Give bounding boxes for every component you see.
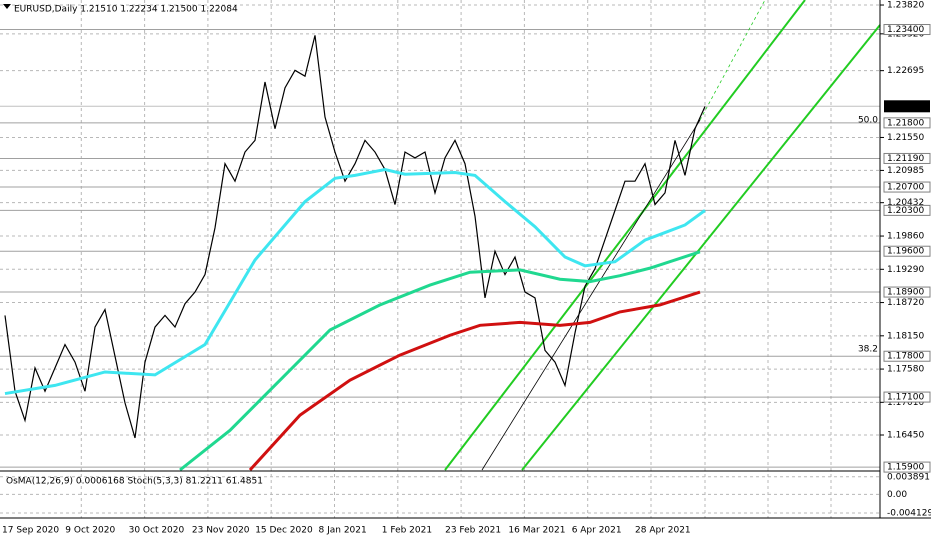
level-label-box (883, 350, 931, 362)
osc-tick-label: 0.003891 (887, 472, 930, 482)
x-tick-label: 15 Dec 2020 (255, 526, 313, 536)
x-tick-label: 23 Nov 2020 (192, 526, 250, 536)
y-tick-label: 1.22695 (887, 66, 924, 76)
level-label: 1.20700 (887, 183, 924, 193)
y-tick-label: 1.17580 (887, 365, 924, 375)
x-tick-label: 1 Feb 2021 (382, 526, 432, 536)
moving-average (4, 168, 706, 396)
y-tick-label: 1.18720 (887, 298, 924, 308)
chart-title: EURUSD,Daily 1.21510 1.22234 1.21500 1.2… (14, 5, 238, 15)
level-label-box (883, 204, 931, 216)
title-arrow (3, 4, 11, 9)
y-tick-label: 1.19860 (887, 232, 924, 242)
level-label: 1.23400 (887, 25, 924, 35)
level-label-box (883, 391, 931, 403)
level-label-box (883, 181, 931, 193)
y-tick-label: 1.17010 (887, 398, 924, 408)
y-tick-label: 1.19290 (887, 265, 924, 275)
y-tick-label: 1.16450 (887, 430, 924, 440)
level-label: 1.18900 (887, 288, 924, 298)
x-tick-label: 16 Mar 2021 (508, 526, 565, 536)
level-label-box (883, 245, 931, 257)
x-tick-label: 23 Feb 2021 (445, 526, 501, 536)
current-price-label: 1.22084 (887, 102, 924, 112)
level-label-box (883, 286, 931, 298)
fib-label: 50.0 (858, 115, 878, 125)
fib-label: 38.2 (858, 345, 878, 355)
level-label: 1.20300 (887, 206, 924, 216)
plot (4, 35, 706, 472)
moving-average (248, 290, 701, 472)
channel-line (521, 24, 881, 471)
current-price-box (884, 100, 930, 113)
trend-extension (699, 0, 766, 121)
level-label: 1.17800 (887, 352, 924, 362)
level-label-box (883, 461, 931, 473)
y-tick-label: 1.21550 (887, 133, 924, 143)
y-tick-label: 1.18150 (887, 331, 924, 341)
oscillator-title: OsMA(12,26,9) 0.0006168 Stoch(5,3,3) 81.… (6, 477, 263, 487)
x-tick-label: 28 Apr 2021 (635, 526, 691, 536)
y-tick-label: 1.20985 (887, 166, 924, 176)
x-tick-label: 6 Apr 2021 (572, 526, 622, 536)
x-tick-label: 30 Oct 2020 (129, 526, 185, 536)
moving-average (179, 250, 701, 472)
y-tick-label: 1.23820 (887, 1, 924, 11)
level-label: 1.21800 (887, 118, 924, 128)
level-label-box (883, 152, 931, 164)
osc-tick-label: -0.004129 (887, 508, 931, 518)
y-tick-label: 1.20432 (887, 198, 924, 208)
trend-line (481, 119, 701, 471)
osc-tick-label: 0.00 (887, 490, 907, 500)
x-tick-label: 9 Oct 2020 (65, 526, 115, 536)
level-label: 1.15900 (887, 463, 924, 473)
x-tick-label: 8 Jan 2021 (319, 526, 367, 536)
level-label: 1.17100 (887, 393, 924, 403)
level-label-box (883, 117, 931, 129)
level-label: 1.19600 (887, 247, 924, 257)
level-label: 1.21190 (887, 154, 924, 164)
level-label-box (883, 24, 931, 36)
x-tick-label: 17 Sep 2020 (2, 526, 59, 536)
channel-line (444, 0, 806, 471)
